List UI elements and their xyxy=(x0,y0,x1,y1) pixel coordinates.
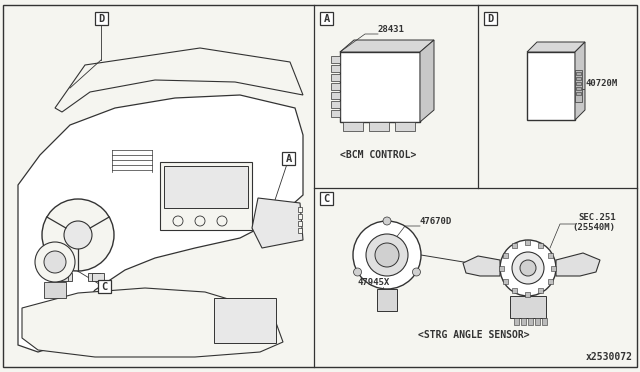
Bar xyxy=(395,122,415,131)
Circle shape xyxy=(173,216,183,226)
Bar xyxy=(214,298,276,343)
Text: 47945X: 47945X xyxy=(358,278,390,287)
Bar xyxy=(514,318,519,325)
Bar xyxy=(535,318,540,325)
Bar xyxy=(576,82,581,85)
Circle shape xyxy=(353,268,362,276)
Bar xyxy=(298,207,302,212)
Bar xyxy=(298,228,302,233)
Bar xyxy=(331,101,340,108)
Polygon shape xyxy=(340,40,434,52)
Text: C: C xyxy=(101,282,108,292)
Polygon shape xyxy=(527,42,585,52)
Circle shape xyxy=(412,268,420,276)
Bar xyxy=(484,12,497,25)
Bar xyxy=(95,12,108,25)
Bar xyxy=(521,318,526,325)
Bar xyxy=(331,110,340,117)
Bar xyxy=(56,273,68,281)
Bar xyxy=(88,273,100,281)
Bar xyxy=(510,296,546,318)
Text: D: D xyxy=(488,13,493,23)
Bar xyxy=(331,65,340,72)
Polygon shape xyxy=(55,48,303,112)
Bar xyxy=(552,266,557,270)
Circle shape xyxy=(42,199,114,271)
Bar xyxy=(576,92,581,95)
Text: 28431: 28431 xyxy=(378,25,405,34)
Bar xyxy=(164,166,248,208)
Bar xyxy=(575,70,582,102)
Text: A: A xyxy=(285,154,292,164)
Text: (25540M): (25540M) xyxy=(572,223,615,232)
Bar xyxy=(331,83,340,90)
Bar xyxy=(548,279,553,283)
Bar xyxy=(538,243,543,248)
Bar xyxy=(538,288,543,293)
Bar xyxy=(320,12,333,25)
Bar xyxy=(92,273,104,281)
Bar xyxy=(60,273,72,281)
Circle shape xyxy=(383,217,391,225)
Bar xyxy=(377,289,397,311)
Bar xyxy=(548,253,553,257)
Bar xyxy=(528,318,533,325)
Circle shape xyxy=(217,216,227,226)
Bar xyxy=(503,253,508,257)
Bar xyxy=(340,52,420,122)
Circle shape xyxy=(35,242,75,282)
Circle shape xyxy=(64,221,92,249)
Text: 47670D: 47670D xyxy=(420,217,452,226)
Circle shape xyxy=(500,240,556,296)
Circle shape xyxy=(520,260,536,276)
Bar xyxy=(525,240,531,244)
Polygon shape xyxy=(463,256,500,276)
Bar xyxy=(542,318,547,325)
Text: <BCM CONTROL>: <BCM CONTROL> xyxy=(340,150,417,160)
Bar xyxy=(298,214,302,219)
Bar xyxy=(331,56,340,63)
Polygon shape xyxy=(556,253,600,276)
Bar xyxy=(513,288,518,293)
Polygon shape xyxy=(420,40,434,122)
Text: C: C xyxy=(323,193,330,203)
Text: <STRG ANGLE SENSOR>: <STRG ANGLE SENSOR> xyxy=(418,330,530,340)
Bar xyxy=(44,282,66,298)
Bar xyxy=(369,122,389,131)
Bar xyxy=(576,87,581,90)
Bar xyxy=(331,74,340,81)
Circle shape xyxy=(512,252,544,284)
Bar xyxy=(160,162,252,230)
Polygon shape xyxy=(18,95,303,352)
Text: D: D xyxy=(99,13,104,23)
Text: A: A xyxy=(323,13,330,23)
Bar xyxy=(331,92,340,99)
Circle shape xyxy=(375,243,399,267)
Polygon shape xyxy=(252,198,303,248)
Circle shape xyxy=(195,216,205,226)
Polygon shape xyxy=(575,42,585,120)
Polygon shape xyxy=(22,288,283,357)
Bar xyxy=(282,152,295,165)
Bar xyxy=(343,122,363,131)
Bar xyxy=(98,280,111,293)
Bar xyxy=(576,72,581,75)
Text: x2530072: x2530072 xyxy=(586,352,633,362)
Circle shape xyxy=(44,251,66,273)
Bar xyxy=(499,266,504,270)
Circle shape xyxy=(353,221,421,289)
Bar xyxy=(503,279,508,283)
Bar xyxy=(527,52,575,120)
Text: SEC.251: SEC.251 xyxy=(578,213,616,222)
Bar xyxy=(525,292,531,296)
Text: 40720M: 40720M xyxy=(586,79,618,88)
Bar xyxy=(576,77,581,80)
Circle shape xyxy=(366,234,408,276)
Bar xyxy=(298,221,302,226)
Bar xyxy=(320,192,333,205)
Bar xyxy=(513,243,518,248)
